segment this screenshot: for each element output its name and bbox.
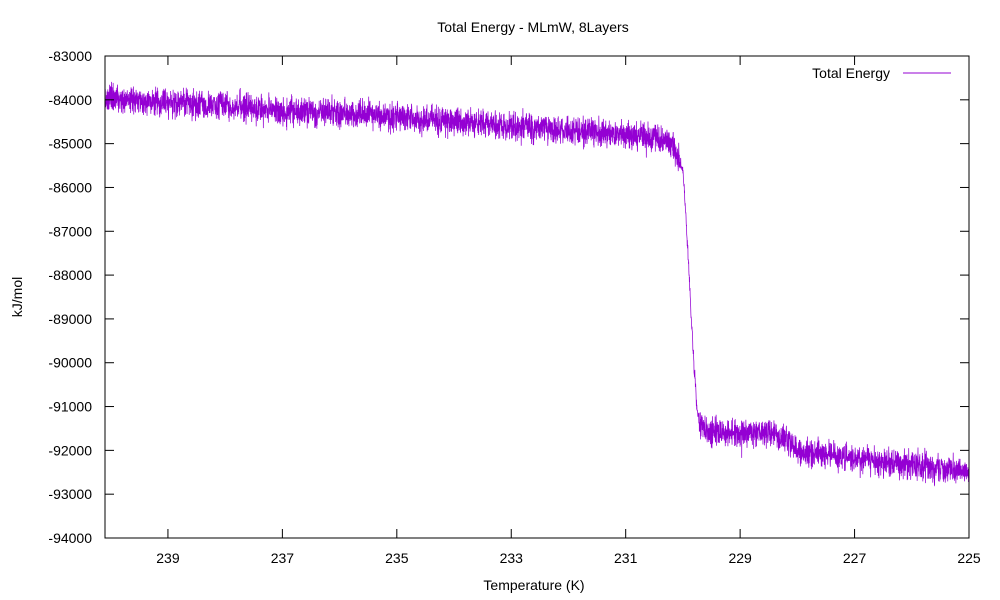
legend: Total Energy (812, 65, 951, 81)
y-tick-label: -90000 (48, 355, 92, 371)
x-tick-label: 225 (957, 550, 981, 566)
y-tick-label: -92000 (48, 442, 92, 458)
y-tick-label: -93000 (48, 486, 92, 502)
y-tick-label: -83000 (48, 48, 92, 64)
y-tick-label: -91000 (48, 399, 92, 415)
y-tick-label: -86000 (48, 179, 92, 195)
plot-area (104, 81, 970, 487)
x-tick-label: 233 (500, 550, 524, 566)
chart-title: Total Energy - MLmW, 8Layers (437, 19, 628, 35)
y-axis-label: kJ/mol (9, 277, 25, 317)
y-tick-label: -89000 (48, 311, 92, 327)
series-line-total-energy (104, 81, 970, 487)
legend-label-total-energy: Total Energy (812, 65, 890, 81)
x-axis-label: Temperature (K) (483, 577, 584, 593)
y-tick-label: -88000 (48, 267, 92, 283)
plot-frame (104, 55, 970, 539)
x-tick-label: 229 (728, 550, 752, 566)
y-tick-label: -87000 (48, 223, 92, 239)
y-tick-label: -85000 (48, 136, 92, 152)
axes: -94000 -93000 -92000 -91000 -90000 -89000 -880… (48, 48, 980, 566)
x-tick-label: 237 (271, 550, 295, 566)
y-tick-label: -84000 (48, 92, 92, 108)
x-tick-label: 231 (614, 550, 638, 566)
x-tick-label: 239 (156, 550, 180, 566)
x-tick-label: 227 (843, 550, 867, 566)
y-tick-label: -94000 (48, 530, 92, 546)
x-tick-label: 235 (385, 550, 409, 566)
